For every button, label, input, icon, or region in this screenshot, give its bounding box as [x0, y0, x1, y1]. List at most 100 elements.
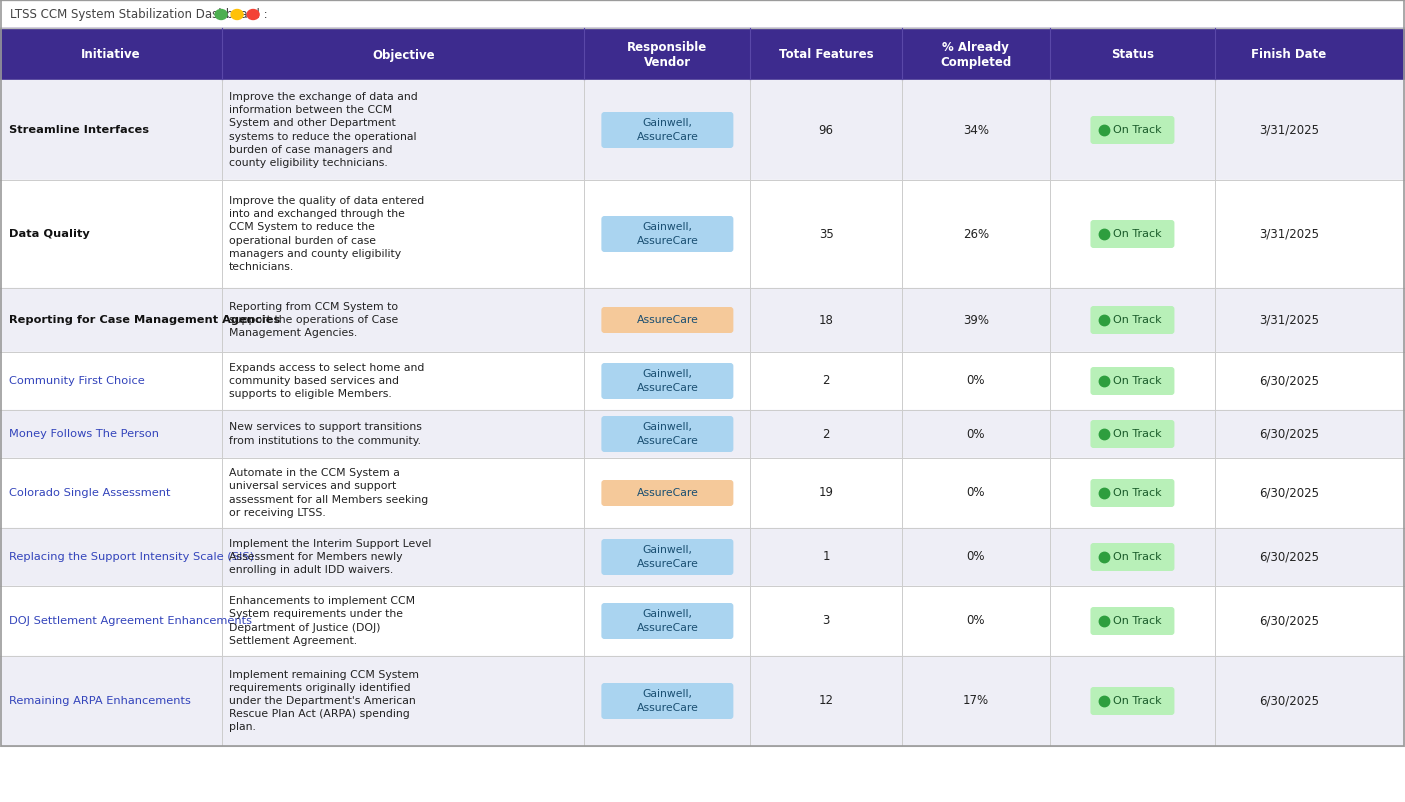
Text: On Track: On Track: [1113, 696, 1162, 706]
Text: 35: 35: [819, 228, 833, 241]
Text: Replacing the Support Intensity Scale (SIS): Replacing the Support Intensity Scale (S…: [8, 552, 254, 562]
Text: Improve the exchange of data and
information between the CCM
System and other De: Improve the exchange of data and informa…: [229, 92, 417, 168]
Text: Remaining ARPA Enhancements: Remaining ARPA Enhancements: [8, 696, 191, 706]
FancyBboxPatch shape: [1090, 479, 1175, 507]
FancyBboxPatch shape: [1090, 607, 1175, 635]
FancyBboxPatch shape: [1090, 367, 1175, 395]
FancyBboxPatch shape: [1090, 543, 1175, 571]
Text: Gainwell,
AssureCare: Gainwell, AssureCare: [636, 370, 698, 393]
Text: On Track: On Track: [1113, 488, 1162, 498]
Text: 12: 12: [819, 695, 833, 707]
Bar: [0, 528, 1405, 586]
Text: 17%: 17%: [962, 695, 989, 707]
FancyBboxPatch shape: [1090, 306, 1175, 334]
FancyBboxPatch shape: [1090, 420, 1175, 448]
Text: Reporting for Case Management Agencies: Reporting for Case Management Agencies: [8, 315, 280, 325]
Text: 3/31/2025: 3/31/2025: [1259, 124, 1319, 136]
FancyBboxPatch shape: [601, 416, 733, 452]
Text: On Track: On Track: [1113, 125, 1162, 135]
Text: 6/30/2025: 6/30/2025: [1259, 487, 1319, 500]
Text: Finish Date: Finish Date: [1252, 48, 1326, 62]
FancyBboxPatch shape: [601, 539, 733, 575]
Ellipse shape: [215, 10, 228, 19]
FancyBboxPatch shape: [601, 216, 733, 252]
Bar: [0, 656, 1405, 746]
FancyBboxPatch shape: [1090, 687, 1175, 715]
Text: Initiative: Initiative: [81, 48, 140, 62]
Text: 0%: 0%: [967, 487, 985, 500]
FancyBboxPatch shape: [601, 683, 733, 719]
Bar: [0, 180, 1405, 288]
Text: Implement remaining CCM System
requirements originally identified
under the Depa: Implement remaining CCM System requireme…: [229, 670, 419, 732]
Text: AssureCare: AssureCare: [636, 488, 698, 498]
Text: Gainwell,
AssureCare: Gainwell, AssureCare: [636, 423, 698, 446]
Text: Colorado Single Assessment: Colorado Single Assessment: [8, 488, 170, 498]
Text: Objective: Objective: [372, 48, 434, 62]
Text: 1: 1: [822, 550, 830, 564]
Text: 0%: 0%: [967, 614, 985, 627]
Text: 3/31/2025: 3/31/2025: [1259, 228, 1319, 241]
Ellipse shape: [230, 10, 243, 19]
Bar: [0, 352, 1405, 410]
Text: Streamline Interfaces: Streamline Interfaces: [8, 125, 149, 135]
Bar: [0, 288, 1405, 352]
Text: On Track: On Track: [1113, 616, 1162, 626]
Text: On Track: On Track: [1113, 552, 1162, 562]
FancyBboxPatch shape: [601, 307, 733, 333]
Text: Implement the Interim Support Level
Assessment for Members newly
enrolling in ad: Implement the Interim Support Level Asse…: [229, 539, 431, 575]
Text: 39%: 39%: [962, 314, 989, 326]
Text: DOJ Settlement Agreement Enhancements: DOJ Settlement Agreement Enhancements: [8, 616, 251, 626]
Text: 0%: 0%: [967, 427, 985, 440]
Text: 19: 19: [819, 487, 833, 500]
Text: Gainwell,
AssureCare: Gainwell, AssureCare: [636, 222, 698, 245]
Bar: [0, 586, 1405, 656]
Text: 96: 96: [819, 124, 833, 136]
Text: AssureCare: AssureCare: [636, 315, 698, 325]
Text: 3/31/2025: 3/31/2025: [1259, 314, 1319, 326]
FancyBboxPatch shape: [601, 603, 733, 639]
Text: On Track: On Track: [1113, 229, 1162, 239]
Text: 6/30/2025: 6/30/2025: [1259, 375, 1319, 387]
Text: 6/30/2025: 6/30/2025: [1259, 614, 1319, 627]
Text: 2: 2: [822, 427, 830, 440]
Bar: [0, 0, 1405, 28]
Text: Gainwell,
AssureCare: Gainwell, AssureCare: [636, 610, 698, 633]
Text: 3: 3: [822, 614, 830, 627]
FancyBboxPatch shape: [601, 480, 733, 506]
FancyBboxPatch shape: [1090, 220, 1175, 248]
Text: Gainwell,
AssureCare: Gainwell, AssureCare: [636, 690, 698, 713]
Text: 6/30/2025: 6/30/2025: [1259, 427, 1319, 440]
Text: Responsible
Vendor: Responsible Vendor: [627, 41, 708, 69]
Text: 18: 18: [819, 314, 833, 326]
Text: 26%: 26%: [962, 228, 989, 241]
Text: 0%: 0%: [967, 375, 985, 387]
Bar: [0, 458, 1405, 528]
Text: Community First Choice: Community First Choice: [8, 376, 145, 386]
Text: LTSS CCM System Stabilization Dashboard :: LTSS CCM System Stabilization Dashboard …: [10, 8, 267, 21]
Text: Improve the quality of data entered
into and exchanged through the
CCM System to: Improve the quality of data entered into…: [229, 196, 424, 272]
FancyBboxPatch shape: [601, 112, 733, 148]
Bar: [0, 28, 1405, 80]
Text: % Already
Completed: % Already Completed: [940, 41, 1012, 69]
Text: On Track: On Track: [1113, 376, 1162, 386]
FancyBboxPatch shape: [601, 363, 733, 399]
FancyBboxPatch shape: [1090, 116, 1175, 144]
Text: Gainwell,
AssureCare: Gainwell, AssureCare: [636, 119, 698, 142]
Ellipse shape: [247, 10, 259, 19]
Text: On Track: On Track: [1113, 315, 1162, 325]
Text: Enhancements to implement CCM
System requirements under the
Department of Justic: Enhancements to implement CCM System req…: [229, 596, 414, 646]
Bar: [0, 410, 1405, 458]
Text: 2: 2: [822, 375, 830, 387]
Text: On Track: On Track: [1113, 429, 1162, 439]
Text: New services to support transitions
from institutions to the community.: New services to support transitions from…: [229, 423, 422, 446]
Text: Money Follows The Person: Money Follows The Person: [8, 429, 159, 439]
Text: Reporting from CCM System to
support the operations of Case
Management Agencies.: Reporting from CCM System to support the…: [229, 302, 398, 338]
Text: 6/30/2025: 6/30/2025: [1259, 550, 1319, 564]
Text: Expands access to select home and
community based services and
supports to eligi: Expands access to select home and commun…: [229, 363, 424, 399]
Text: Data Quality: Data Quality: [8, 229, 90, 239]
Text: 6/30/2025: 6/30/2025: [1259, 695, 1319, 707]
Text: Status: Status: [1111, 48, 1154, 62]
Text: 0%: 0%: [967, 550, 985, 564]
Text: Automate in the CCM System a
universal services and support
assessment for all M: Automate in the CCM System a universal s…: [229, 468, 429, 518]
Text: Total Features: Total Features: [778, 48, 874, 62]
